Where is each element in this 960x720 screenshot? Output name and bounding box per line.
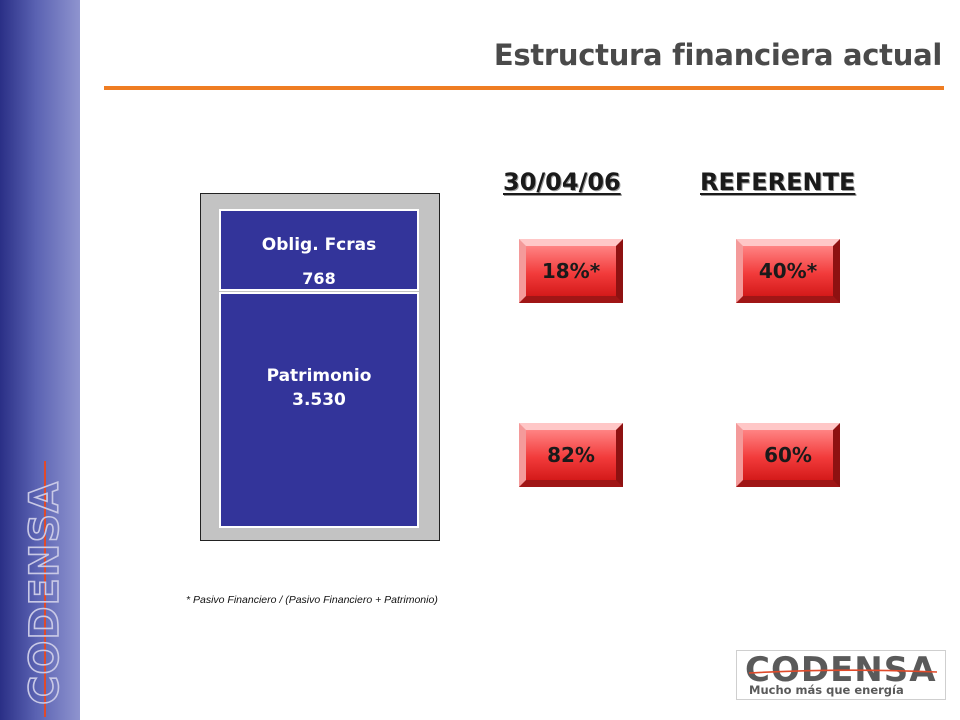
logo-swoosh bbox=[748, 669, 938, 674]
segment-top-label: Oblig. Fcras bbox=[261, 235, 377, 255]
header-date: 30/04/06 bbox=[503, 168, 621, 196]
pct-ref-bottom: 60% bbox=[736, 423, 840, 487]
left-sidebar: CODENSA bbox=[0, 0, 80, 720]
slide-title: Estructura financiera actual bbox=[493, 38, 942, 72]
sidebar-logo-text: CODENSA bbox=[22, 481, 68, 705]
segment-financial-obligations: Oblig. Fcras 768 bbox=[219, 209, 419, 291]
pct-ref-top: 40%* bbox=[736, 239, 840, 303]
sidebar-codensa-logo: CODENSA bbox=[21, 461, 69, 717]
codensa-logo: CODENSA Mucho más que energía bbox=[736, 650, 946, 700]
pct-date-top: 18%* bbox=[519, 239, 623, 303]
segment-top-value: 768 bbox=[302, 269, 336, 288]
footnote: * Pasivo Financiero / (Pasivo Financiero… bbox=[186, 594, 438, 606]
header-reference: REFERENTE bbox=[700, 168, 856, 196]
segment-equity: Patrimonio 3.530 bbox=[219, 292, 419, 528]
segment-bottom-value: 3.530 bbox=[292, 390, 346, 410]
segment-bottom-label: Patrimonio bbox=[266, 366, 372, 386]
pct-date-bottom: 82% bbox=[519, 423, 623, 487]
logo-slogan: Mucho más que energía bbox=[749, 683, 904, 697]
title-divider bbox=[104, 86, 944, 90]
